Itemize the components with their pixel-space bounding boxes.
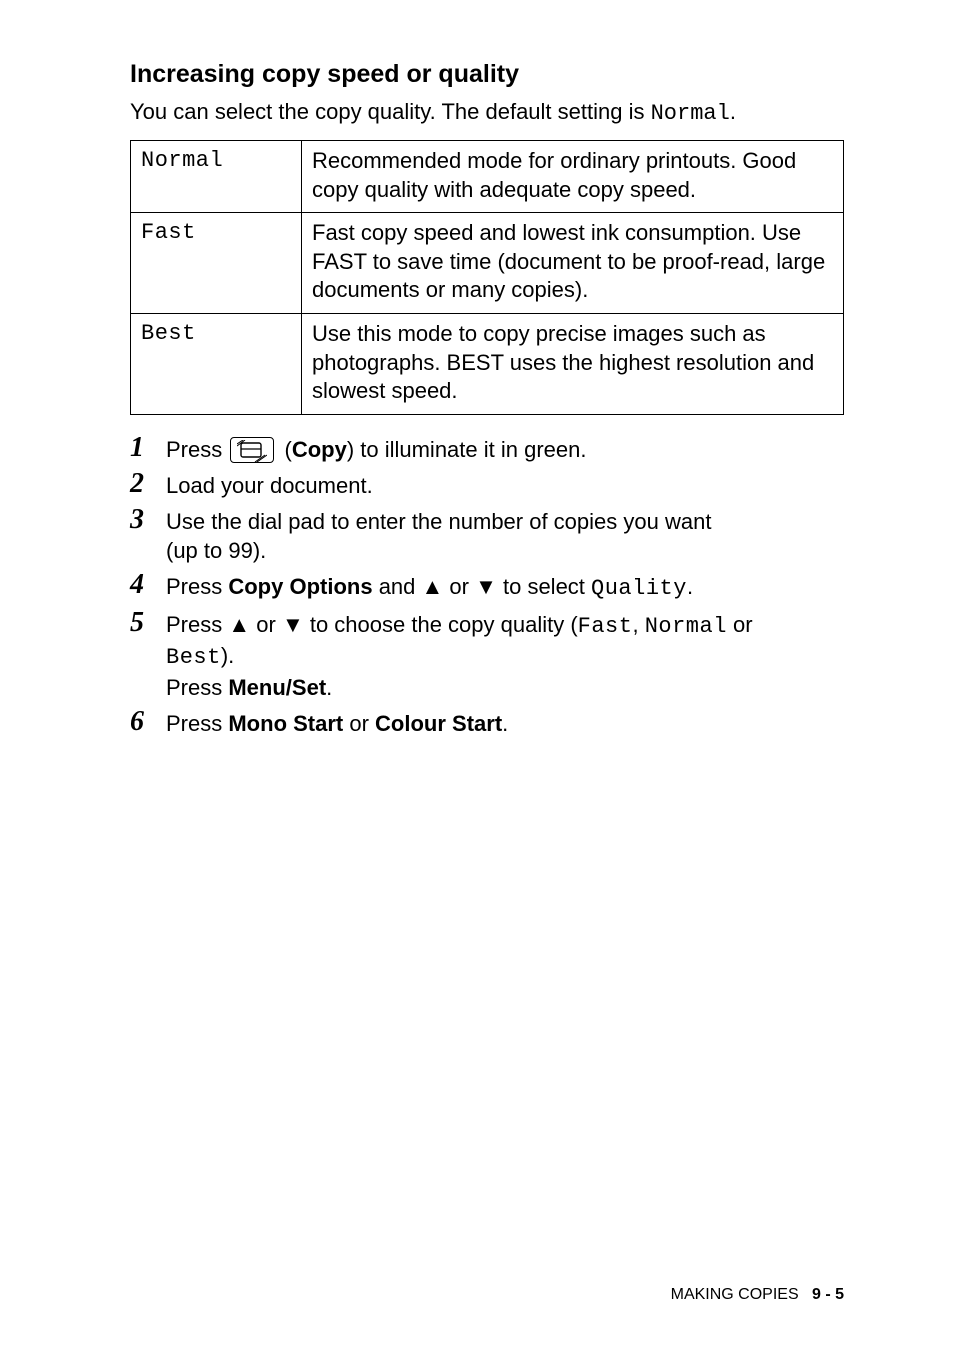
step4-t3: or [443, 574, 475, 599]
step4-code: Quality [591, 576, 687, 601]
quality-desc-fast: Fast copy speed and lowest ink consumpti… [302, 213, 844, 314]
step-number: 6 [130, 707, 166, 738]
up-arrow-icon: ▲ [422, 572, 444, 602]
page-footer: MAKING COPIES 9 - 5 [671, 1286, 844, 1304]
page: Increasing copy speed or quality You can… [0, 0, 954, 1352]
steps-list: 1 Press (Copy) to illuminate it in green… [130, 433, 844, 739]
step-6: 6 Press Mono Start or Colour Start. [130, 707, 844, 739]
step4-t4: to select [497, 574, 591, 599]
step5-t3: to choose the copy quality ( [304, 612, 578, 637]
step-number: 3 [130, 505, 166, 536]
step-body: Press (Copy) to illuminate it in green. [166, 433, 844, 465]
up-arrow-icon: ▲ [228, 610, 250, 640]
step-number: 2 [130, 469, 166, 500]
footer-label: MAKING COPIES [671, 1286, 799, 1303]
step-body: Press Mono Start or Colour Start. [166, 707, 844, 739]
intro-text: You can select the copy quality. The def… [130, 99, 844, 126]
quality-label-best: Best [131, 313, 302, 414]
step-5: 5 Press ▲ or ▼ to choose the copy qualit… [130, 608, 844, 703]
step5-t2: or [250, 612, 282, 637]
down-arrow-icon: ▼ [282, 610, 304, 640]
step6-t1: Press [166, 711, 228, 736]
quality-desc-normal: Recommended mode for ordinary printouts.… [302, 141, 844, 213]
step-3: 3 Use the dial pad to enter the number o… [130, 505, 844, 566]
step5-l2a: Press [166, 675, 228, 700]
intro-suffix: . [730, 99, 736, 124]
step1-t2: ) to illuminate it in green. [347, 437, 587, 462]
quality-table: Normal Recommended mode for ordinary pri… [130, 140, 844, 415]
section-heading: Increasing copy speed or quality [130, 60, 844, 89]
down-arrow-icon: ▼ [475, 572, 497, 602]
step-2: 2 Load your document. [130, 469, 844, 501]
step4-t5: . [687, 574, 693, 599]
step1-copy-label: Copy [292, 437, 347, 462]
step6-b1: Mono Start [228, 711, 343, 736]
footer-page: 9 - 5 [812, 1286, 844, 1303]
quality-label-normal: Normal [131, 141, 302, 213]
step5-c3: Best [166, 645, 221, 670]
step1-t1: Press [166, 437, 228, 462]
step-4: 4 Press Copy Options and ▲ or ▼ to selec… [130, 570, 844, 604]
step3-l2: (up to 99). [166, 538, 266, 563]
table-row: Normal Recommended mode for ordinary pri… [131, 141, 844, 213]
step4-t2: and [373, 574, 422, 599]
step5-t4: or [727, 612, 753, 637]
step-number: 1 [130, 433, 166, 464]
step5-l2c: . [326, 675, 332, 700]
step6-t3: . [502, 711, 508, 736]
intro-prefix: You can select the copy quality. The def… [130, 99, 651, 124]
step-number: 5 [130, 608, 166, 639]
intro-code: Normal [651, 101, 730, 126]
step-body: Use the dial pad to enter the number of … [166, 505, 844, 566]
step5-c2: Normal [645, 614, 727, 639]
step5-t5: ). [221, 643, 234, 668]
step5-t1: Press [166, 612, 228, 637]
copy-icon [230, 437, 274, 463]
step6-b2: Colour Start [375, 711, 502, 736]
step6-t2: or [343, 711, 375, 736]
table-row: Fast Fast copy speed and lowest ink cons… [131, 213, 844, 314]
step4-b1: Copy Options [228, 574, 372, 599]
quality-label-fast: Fast [131, 213, 302, 314]
step3-l1: Use the dial pad to enter the number of … [166, 509, 711, 534]
table-row: Best Use this mode to copy precise image… [131, 313, 844, 414]
step-body: Press Copy Options and ▲ or ▼ to select … [166, 570, 844, 604]
step-1: 1 Press (Copy) to illuminate it in green… [130, 433, 844, 465]
step-number: 4 [130, 570, 166, 601]
quality-desc-best: Use this mode to copy precise images suc… [302, 313, 844, 414]
step5-l2b: Menu/Set [228, 675, 326, 700]
step5-c1: Fast [578, 614, 633, 639]
step-body: Press ▲ or ▼ to choose the copy quality … [166, 608, 844, 703]
step5-comma: , [632, 612, 644, 637]
step-body: Load your document. [166, 469, 844, 501]
step4-t1: Press [166, 574, 228, 599]
